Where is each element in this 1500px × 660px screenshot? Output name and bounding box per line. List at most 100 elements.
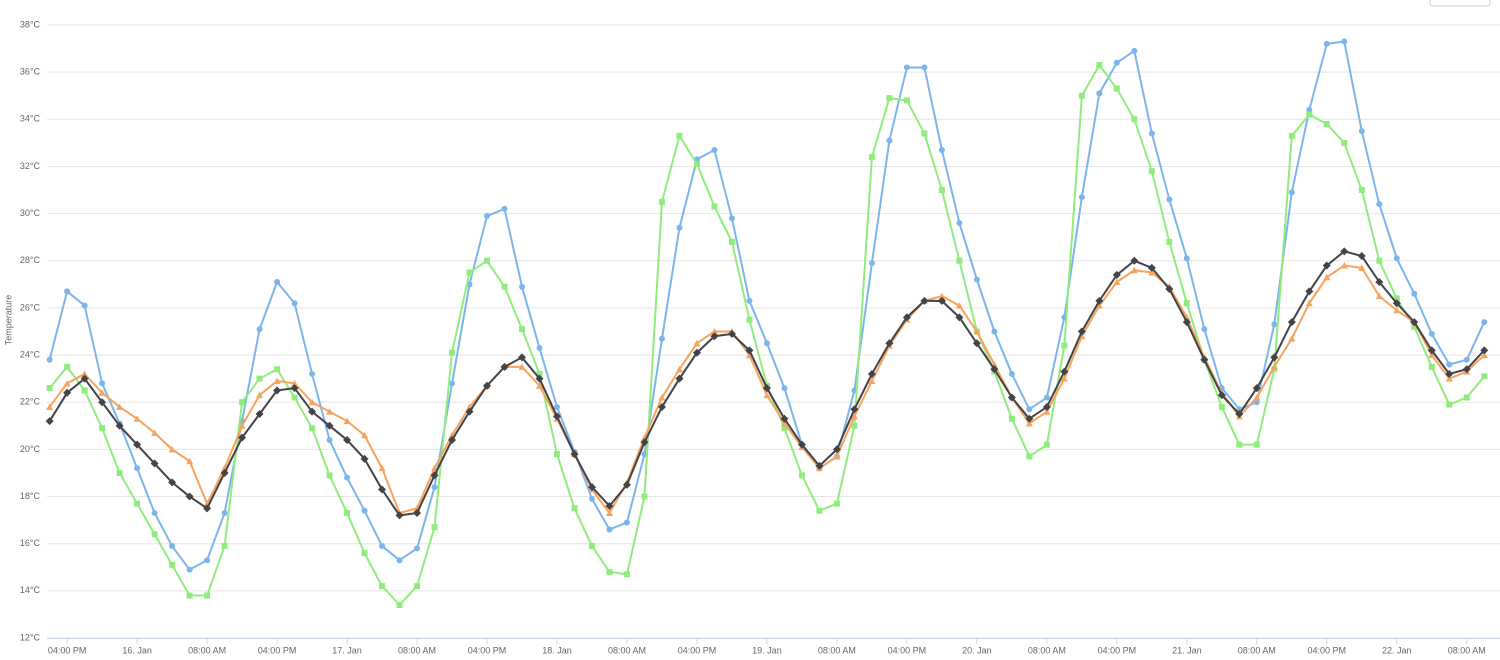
point-marker — [1147, 263, 1156, 272]
point-marker — [763, 391, 771, 399]
point-marker — [1113, 278, 1121, 285]
point-marker — [343, 435, 352, 444]
x-tick-label: 04:00 PM — [468, 645, 507, 655]
point-marker — [1305, 287, 1314, 296]
point-marker — [937, 296, 946, 305]
point-marker — [727, 329, 736, 338]
point-marker — [676, 224, 683, 231]
point-marker — [728, 215, 735, 222]
point-marker — [1323, 121, 1330, 128]
point-marker — [1043, 408, 1051, 415]
point-marker — [273, 386, 282, 395]
point-marker — [1341, 38, 1348, 45]
point-marker — [780, 414, 789, 423]
point-marker — [658, 198, 665, 205]
y-axis-title: Temperature — [3, 295, 13, 346]
point-marker — [1235, 410, 1244, 419]
point-marker — [465, 407, 474, 416]
point-marker — [413, 509, 422, 518]
point-marker — [1270, 363, 1278, 370]
point-marker — [1078, 194, 1085, 201]
point-marker — [1112, 270, 1121, 279]
point-marker — [552, 412, 561, 421]
point-marker — [378, 485, 387, 494]
x-tick-label: 08:00 AM — [1238, 645, 1276, 655]
point-marker — [116, 469, 123, 476]
point-marker — [1095, 302, 1103, 309]
point-marker — [798, 472, 805, 479]
point-marker — [414, 545, 421, 552]
point-marker — [309, 425, 316, 432]
point-marker — [553, 403, 560, 410]
point-marker — [885, 339, 894, 348]
point-marker — [1025, 419, 1033, 427]
point-marker — [623, 571, 630, 578]
point-marker — [134, 465, 141, 472]
y-tick-label: 24°C — [20, 349, 41, 359]
x-tick-label: 04:00 PM — [678, 645, 717, 655]
point-marker — [290, 384, 299, 393]
point-marker — [186, 566, 193, 573]
point-marker — [449, 349, 456, 356]
point-marker — [1148, 269, 1156, 276]
point-marker — [955, 313, 964, 322]
point-marker — [1411, 290, 1418, 297]
series-line — [48, 64, 1486, 606]
point-marker — [99, 380, 106, 387]
point-marker — [1095, 296, 1104, 305]
point-marker — [81, 302, 88, 309]
point-marker — [326, 472, 333, 479]
point-marker — [816, 507, 823, 514]
point-marker — [431, 524, 438, 531]
point-marker — [676, 132, 683, 139]
point-marker — [1428, 363, 1435, 370]
point-marker — [1131, 47, 1138, 54]
point-marker — [815, 461, 824, 470]
point-marker — [379, 543, 386, 550]
point-marker — [1131, 116, 1138, 123]
point-marker — [256, 391, 264, 399]
point-marker — [1340, 261, 1348, 269]
point-marker — [692, 348, 701, 357]
point-marker — [972, 339, 981, 348]
point-marker — [361, 550, 368, 557]
point-marker — [98, 389, 106, 396]
point-marker — [902, 313, 911, 322]
point-marker — [518, 363, 526, 370]
series — [45, 247, 1489, 520]
point-marker — [64, 363, 71, 370]
point-marker — [80, 374, 89, 383]
point-marker — [763, 340, 770, 347]
point-marker — [710, 332, 719, 341]
point-marker — [605, 501, 614, 510]
point-marker — [203, 504, 212, 513]
point-marker — [658, 394, 666, 401]
menu-button[interactable] — [1429, 0, 1491, 7]
point-marker — [1357, 252, 1366, 261]
point-marker — [1183, 300, 1190, 307]
point-marker — [640, 438, 649, 447]
point-marker — [851, 422, 858, 429]
point-marker — [1305, 299, 1313, 307]
point-marker — [430, 471, 439, 480]
point-marker — [343, 417, 351, 425]
point-marker — [675, 374, 684, 383]
point-marker — [204, 557, 211, 564]
point-marker — [46, 385, 53, 392]
point-marker — [1462, 365, 1471, 374]
point-marker — [1358, 264, 1366, 271]
point-marker — [728, 238, 735, 245]
point-marker — [921, 130, 928, 137]
point-marker — [745, 346, 754, 355]
point-marker — [274, 278, 281, 285]
x-tick-label: 08:00 AM — [1028, 645, 1066, 655]
point-marker — [1253, 441, 1260, 448]
point-marker — [414, 583, 421, 590]
point-marker — [518, 353, 527, 362]
point-marker — [1463, 394, 1470, 401]
x-tick-label: 18. Jan — [542, 645, 572, 655]
point-marker — [675, 365, 683, 373]
point-marker — [605, 509, 613, 517]
point-marker — [273, 377, 281, 385]
